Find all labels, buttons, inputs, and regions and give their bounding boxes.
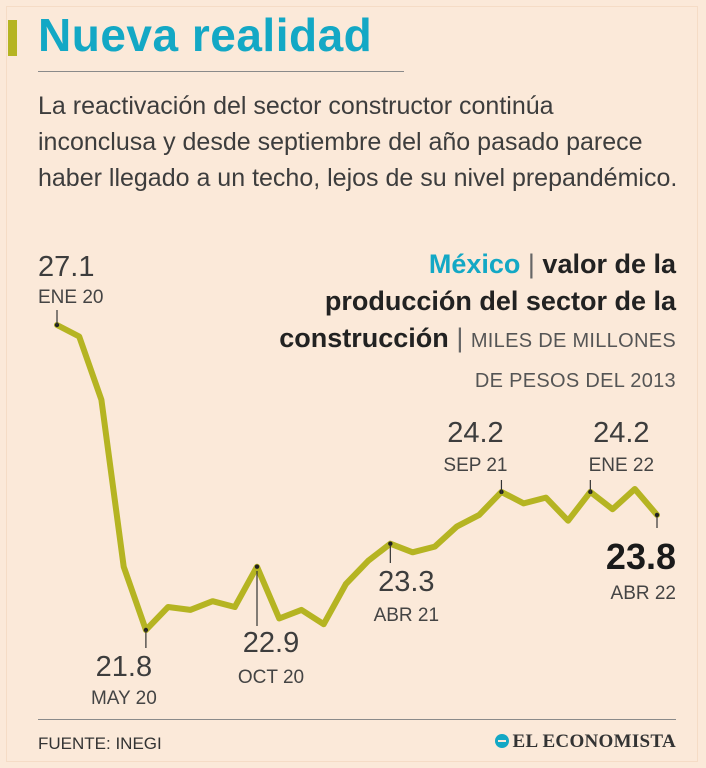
data-point <box>521 500 527 506</box>
brand-logo: EL ECONOMISTA <box>494 731 677 753</box>
headline-accent-bar <box>8 20 17 56</box>
chart-title-separator: | <box>527 249 543 279</box>
data-point <box>476 512 482 518</box>
data-point <box>632 486 638 492</box>
annotation-value: 21.8 <box>96 651 152 683</box>
annotation-date-label: OCT 20 <box>238 667 304 688</box>
annotation-date-label: MAY 20 <box>91 688 157 709</box>
data-point <box>76 334 82 340</box>
annotation-value: 22.9 <box>243 627 299 659</box>
intro-paragraph: La reactivación del sector constructor c… <box>38 92 678 192</box>
data-point <box>232 604 238 610</box>
page-title: Nueva realidad <box>38 9 373 61</box>
data-point <box>210 598 216 604</box>
annotation-value: 23.3 <box>378 566 434 598</box>
chart-title: México | valor de la producción del sect… <box>276 246 676 400</box>
annotation-marker <box>388 541 393 546</box>
series-line <box>54 322 660 633</box>
data-point <box>165 604 171 610</box>
data-point <box>410 549 416 555</box>
annotation-date-label: SEP 21 <box>443 455 507 476</box>
annotation-value: 24.2 <box>593 417 649 449</box>
data-point <box>121 564 127 570</box>
page-frame <box>6 6 698 762</box>
chart-title-units: Miles de millones de pesos del 2013 <box>470 330 676 392</box>
data-point <box>276 615 282 621</box>
footer-divider <box>38 719 676 720</box>
brand-logo-icon <box>494 734 509 748</box>
data-point <box>454 523 460 529</box>
data-point <box>98 397 104 403</box>
headline-divider <box>38 71 404 72</box>
data-point <box>565 518 571 524</box>
chart-title-measure: valor de la producción del sector de la … <box>279 249 676 353</box>
source-note: FUENTE: INEGI <box>38 734 162 753</box>
annotation-value: 24.2 <box>447 417 503 449</box>
brand-name: EL ECONOMISTA <box>512 731 676 752</box>
data-point <box>610 506 616 512</box>
annotation-date-label: ABR 21 <box>374 605 439 626</box>
annotation-value: 23.8 <box>606 536 676 577</box>
chart-title-country: México <box>428 249 521 279</box>
data-point <box>343 581 349 587</box>
annotation-marker <box>254 564 260 569</box>
data-point <box>432 544 438 550</box>
data-point <box>365 558 371 564</box>
data-point <box>298 607 304 613</box>
annotation-date-label: ENE 22 <box>589 455 654 476</box>
annotation-marker <box>654 512 660 518</box>
annotation-date-label: ABR 22 <box>611 583 676 604</box>
annotation-value: 27.1 <box>38 251 94 283</box>
data-point <box>321 621 327 627</box>
chart-title-separator: | <box>456 323 471 353</box>
annotation-date-label: ENE 20 <box>38 287 103 308</box>
data-point <box>187 607 193 613</box>
data-point <box>543 495 549 501</box>
